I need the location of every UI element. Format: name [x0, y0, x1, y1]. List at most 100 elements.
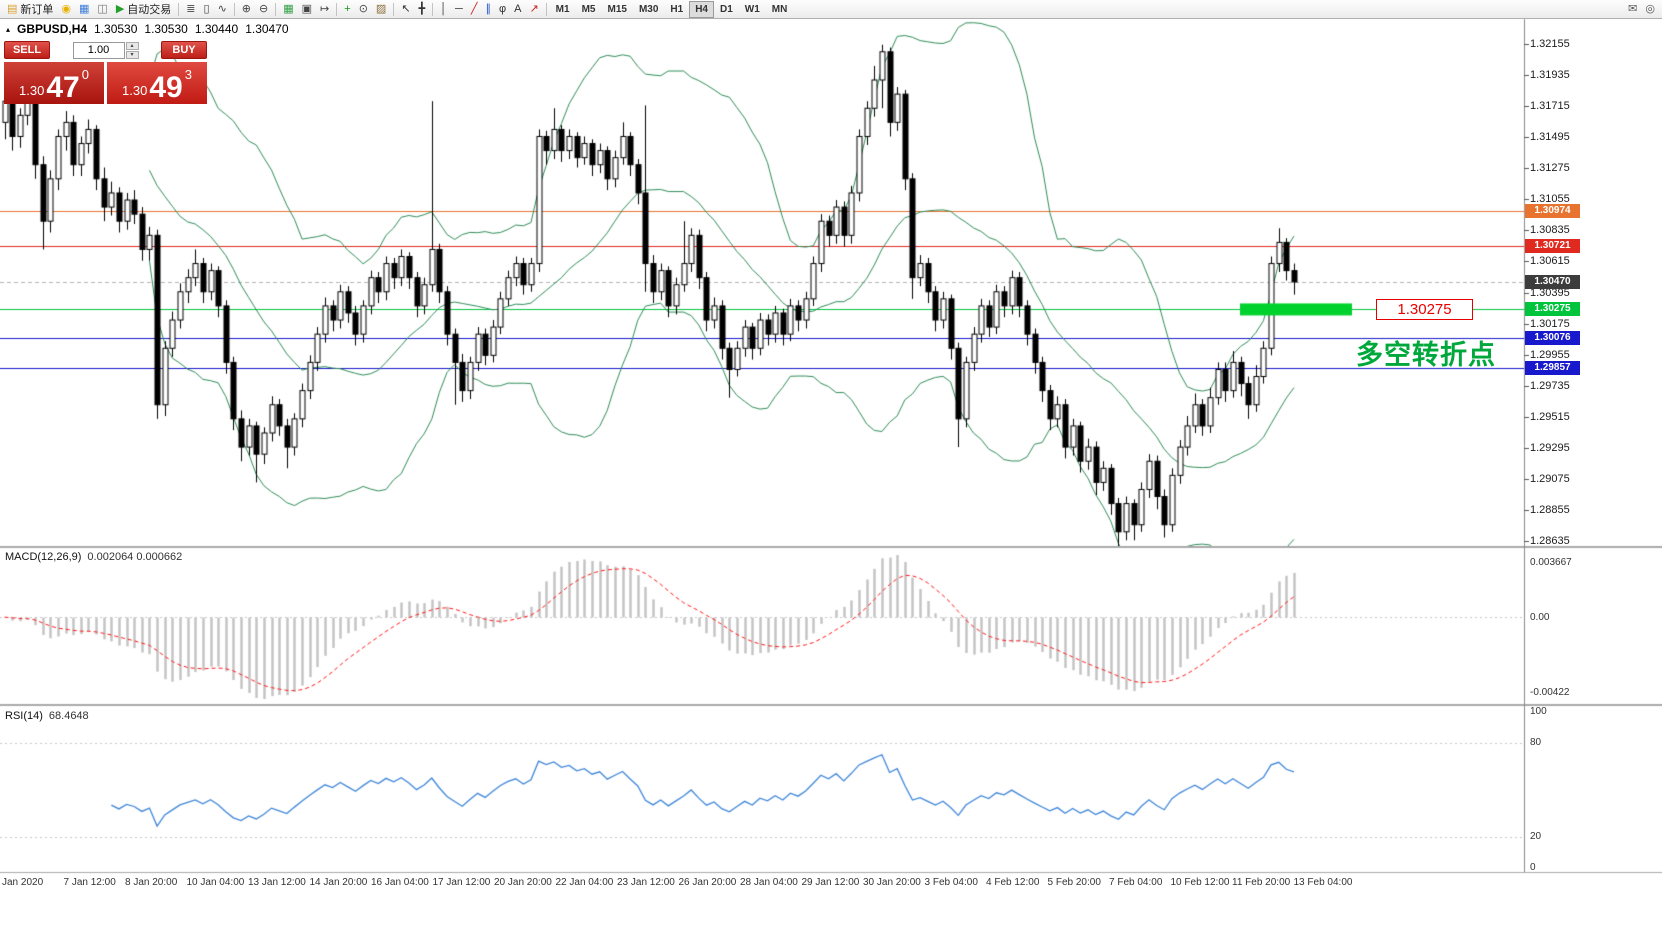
- horizontal-line-button[interactable]: ─: [451, 1, 467, 18]
- chart-profiles-button[interactable]: ◫: [93, 1, 111, 18]
- zoom-in-button[interactable]: ⊕: [238, 1, 255, 18]
- horizontal-line-icon: ─: [455, 2, 463, 15]
- vertical-line-icon: │: [440, 2, 448, 15]
- volume-control: ▴ ▾: [50, 41, 161, 59]
- volume-up-button[interactable]: ▴: [125, 41, 139, 50]
- rsi-indicator-label: RSI(14) 68.4648: [5, 710, 89, 722]
- tile-windows-button[interactable]: ▦: [279, 1, 297, 18]
- symbol-period-label: GBPUSD,H4: [17, 22, 88, 36]
- timeframe-mn-button[interactable]: MN: [771, 3, 788, 15]
- toolbar-right-group: ✉ ◎: [1624, 1, 1659, 18]
- toolbar: ▤ 新订单 ◉ ▦ ◫ ▶ 自动交易 ≣ ▯ ∿ ⊕ ⊖ ▦ ▣ ↦ + ⊙ ▨ ↖ ╋ │ ─ ╱ ∥ φ A ↗ M1 M5 M15 M…: [0, 0, 1662, 19]
- trendline-icon: ╱: [470, 2, 478, 15]
- tile-windows-icon: ▦: [283, 2, 294, 15]
- timeframe-w1-button[interactable]: W1: [744, 3, 760, 15]
- candlestick-chart-button[interactable]: ▯: [200, 1, 214, 18]
- rsi-value: 68.4648: [48, 710, 89, 722]
- toolbar-separator: [178, 2, 180, 16]
- indicators-icon: +: [344, 2, 351, 15]
- toolbar-separator: [336, 2, 338, 16]
- timeframe-m30-button[interactable]: M30: [638, 3, 659, 15]
- new-order-button[interactable]: ▤ 新订单: [3, 1, 57, 18]
- chart-profiles-icon: ◫: [97, 2, 108, 15]
- bar-chart-icon: ≣: [186, 2, 196, 15]
- zoom-in-icon: ⊕: [241, 2, 252, 15]
- cursor-icon: ↖: [401, 2, 411, 15]
- line-chart-button[interactable]: ∿: [214, 1, 231, 18]
- buy-button[interactable]: BUY: [161, 41, 207, 59]
- autotrading-icon: ▶: [115, 2, 125, 15]
- sell-price-sup: 0: [81, 67, 89, 82]
- periods-icon: ⊙: [358, 2, 368, 15]
- timeframe-d1-button[interactable]: D1: [719, 3, 733, 15]
- bar-chart-button[interactable]: ≣: [182, 1, 199, 18]
- crosshair-button[interactable]: ╋: [415, 1, 430, 18]
- auto-arrange-button[interactable]: ▣: [298, 1, 316, 18]
- channel-button[interactable]: ∥: [481, 1, 495, 18]
- chart-shift-button[interactable]: ↦: [316, 1, 333, 18]
- chat-button[interactable]: ✉: [1624, 1, 1641, 18]
- buy-price-sup: 3: [184, 67, 192, 82]
- high-value: 1.30530: [144, 22, 188, 36]
- toolbar-separator: [545, 2, 547, 16]
- timeframe-h4-button[interactable]: H4: [689, 0, 714, 18]
- line-chart-icon: ∿: [217, 2, 227, 15]
- templates-button[interactable]: ▨: [372, 1, 390, 18]
- buy-price-big: 49: [149, 71, 183, 104]
- close-value: 1.30470: [245, 22, 289, 36]
- toolbar-separator: [275, 2, 277, 16]
- sell-price-button[interactable]: 1.30 47 0: [4, 62, 104, 104]
- toolbar-separator: [393, 2, 395, 16]
- periods-button[interactable]: ⊙: [355, 1, 372, 18]
- sound-alert-icon: ◉: [61, 2, 72, 15]
- chart-header: ▴ GBPUSD,H4 1.30530 1.30530 1.30440 1.30…: [6, 22, 289, 36]
- open-value: 1.30530: [94, 22, 138, 36]
- arrows-icon: ↗: [529, 2, 539, 15]
- toolbar-separator: [233, 2, 235, 16]
- fibonacci-icon: φ: [498, 2, 507, 15]
- sell-button[interactable]: SELL: [4, 41, 50, 59]
- zoom-out-button[interactable]: ⊖: [255, 1, 272, 18]
- cursor-button[interactable]: ↖: [397, 1, 414, 18]
- buy-price-button[interactable]: 1.30 49 3: [107, 62, 207, 104]
- sell-price-big: 47: [46, 71, 80, 104]
- volume-input[interactable]: [72, 41, 125, 59]
- auto-arrange-icon: ▣: [301, 2, 313, 15]
- volume-spinner: ▴ ▾: [125, 41, 139, 59]
- timeframe-m1-button[interactable]: M1: [555, 3, 570, 15]
- search-button[interactable]: ◎: [1641, 1, 1659, 18]
- buy-price-base: 1.30: [122, 83, 148, 98]
- toolbar-separator: [432, 2, 434, 16]
- one-click-header: SELL ▴ ▾ BUY: [4, 40, 207, 60]
- crosshair-icon: ╋: [418, 2, 426, 15]
- new-order-icon: ▤: [7, 2, 18, 15]
- one-click-trading-panel: SELL ▴ ▾ BUY 1.30 47 0 1.30 49 3: [4, 40, 207, 104]
- vertical-line-button[interactable]: │: [436, 1, 451, 18]
- new-order-button-label: 新订单: [20, 4, 54, 16]
- price-callout-label: 1.30275: [1376, 299, 1473, 320]
- text-icon: A: [514, 2, 522, 15]
- macd-indicator-label: MACD(12,26,9) 0.002064 0.000662: [5, 551, 182, 563]
- timeframe-m15-button[interactable]: M15: [607, 3, 627, 15]
- sound-alert-button[interactable]: ◉: [57, 1, 75, 18]
- volume-down-button[interactable]: ▾: [125, 50, 139, 59]
- channel-icon: ∥: [485, 2, 491, 15]
- low-value: 1.30440: [194, 22, 239, 36]
- candlestick-chart-icon: ▯: [203, 2, 210, 15]
- sell-price-base: 1.30: [19, 83, 45, 98]
- arrows-button[interactable]: ↗: [525, 1, 542, 18]
- text-button[interactable]: A: [510, 1, 525, 18]
- new-chart-button[interactable]: ▦: [75, 1, 93, 18]
- chat-icon: ✉: [1628, 2, 1638, 15]
- fibonacci-button[interactable]: φ: [495, 1, 510, 18]
- one-click-prices: 1.30 47 0 1.30 49 3: [4, 62, 207, 104]
- indicators-button[interactable]: +: [340, 1, 354, 18]
- trendline-button[interactable]: ╱: [467, 1, 482, 18]
- collapse-panel-icon[interactable]: ▴: [6, 24, 11, 34]
- timeframe-m5-button[interactable]: M5: [581, 3, 596, 15]
- autotrading-button[interactable]: ▶ 自动交易: [112, 1, 175, 18]
- chart-shift-icon: ↦: [320, 2, 330, 15]
- timeframe-h1-button[interactable]: H1: [670, 3, 684, 15]
- autotrading-button-label: 自动交易: [127, 4, 172, 16]
